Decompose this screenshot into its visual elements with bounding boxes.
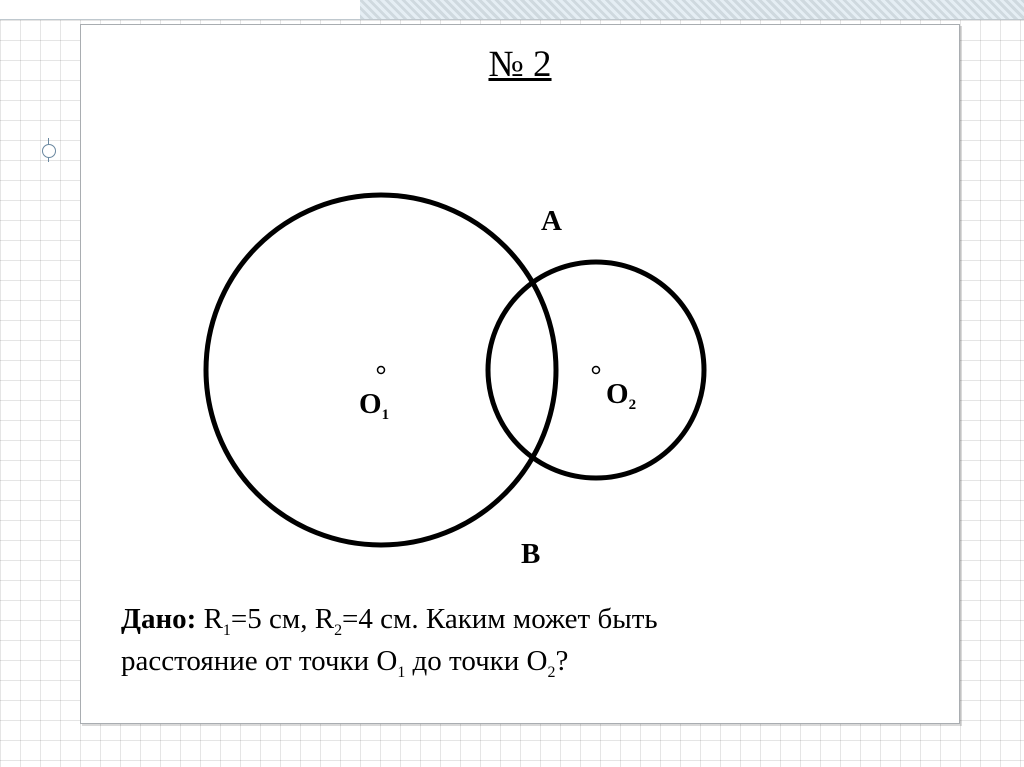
margin-decor — [42, 138, 66, 162]
center-o1-marker — [378, 367, 385, 374]
text-mid2: =4 см. Каким может быть — [342, 603, 658, 635]
text-line2a: расстояние от точки О — [121, 645, 397, 677]
text-r2-sub: 2 — [334, 622, 342, 639]
label-o1: O1 — [359, 388, 389, 423]
circles-diagram: O1 O2 A B — [121, 135, 761, 575]
text-r1-sub: 1 — [223, 622, 231, 639]
margin-ring-icon — [42, 144, 56, 158]
given-label: Дано: — [121, 603, 196, 635]
text-line2c: ? — [555, 645, 568, 677]
text-mid1: =5 см, R — [231, 603, 334, 635]
center-o2-marker — [593, 367, 600, 374]
label-b: B — [521, 538, 540, 570]
text-r1-prefix: R — [196, 603, 223, 635]
problem-statement: Дано: R1=5 см, R2=4 см. Каким может быть… — [121, 600, 919, 683]
label-o2: O2 — [606, 378, 636, 413]
slide-frame: № 2 O1 O2 A B Дано: R1=5 см, R2=4 см. Ка… — [80, 24, 960, 724]
label-a: A — [541, 205, 562, 237]
problem-number: № 2 — [488, 43, 551, 86]
text-line2b: до точки О — [405, 645, 547, 677]
top-hatched-strip — [0, 0, 1024, 20]
